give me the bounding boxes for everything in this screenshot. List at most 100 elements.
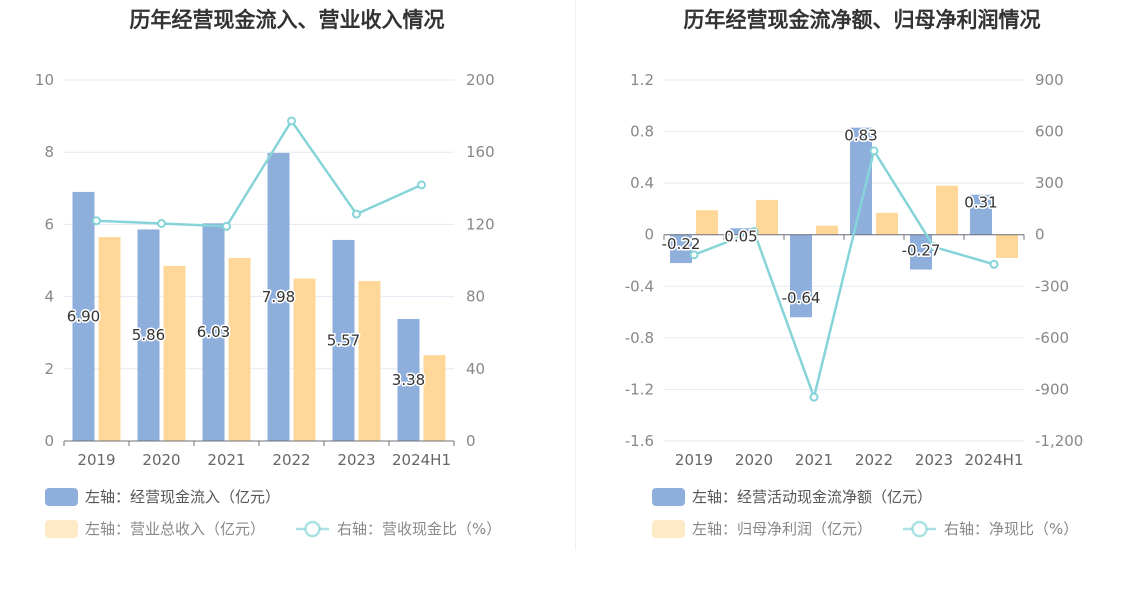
legend-label: 左轴：经营现金流入（亿元） (85, 488, 280, 506)
x-axis-category-label: 2021 (795, 451, 833, 469)
bar-data-label: 3.38 (392, 371, 425, 389)
bar-data-label: -0.22 (662, 235, 701, 253)
bar-secondary (358, 281, 381, 441)
bar-data-label: 0.05 (724, 227, 757, 245)
bar-data-label: -0.27 (902, 242, 941, 260)
right-axis-tick-label: -600 (1035, 329, 1069, 347)
left-axis-tick-label: 1.2 (630, 71, 654, 89)
x-axis-category-label: 2020 (735, 451, 773, 469)
legend-label: 右轴：净现比（%） (944, 520, 1078, 538)
bar-primary (267, 152, 290, 441)
bar-data-label: 7.98 (262, 288, 295, 306)
right-axis-tick-label: 120 (466, 215, 495, 233)
left-chart-svg: 0 2 4 6 8 10 0 40 80 120 160 200 2019 2020 2021 2022 202… (35, 71, 501, 538)
x-axis-category-label: 2019 (77, 451, 115, 469)
x-axis-category-label: 2024H1 (392, 451, 451, 469)
left-axis-tick-label: 0 (644, 226, 654, 244)
ratio-line-point (222, 221, 231, 231)
right-axis-tick-label: 200 (466, 71, 495, 89)
right-axis-tick-label: 80 (466, 288, 485, 306)
right-chart-panel: 历年经营现金流净额、归母净利润情况 -1.6 -1.2 -0.8 -0.4 0 0.4 0.… (576, 0, 1148, 560)
bar-secondary (756, 199, 778, 235)
legend-swatch (45, 520, 78, 538)
legend-label: 左轴：归母净利润（亿元） (692, 520, 872, 538)
x-axis-category-label: 2020 (142, 451, 180, 469)
left-axis-tick-label: 6 (44, 215, 54, 233)
bar-data-label: 0.31 (964, 194, 997, 212)
right-axis-tick-label: -900 (1035, 380, 1069, 398)
left-chart-panel: 历年经营现金流入、营业收入情况 0 2 4 6 8 10 0 40 80 120 160 200 201… (0, 0, 574, 560)
legend-swatch (45, 488, 78, 506)
bar-primary (910, 234, 932, 270)
bar-secondary (696, 210, 718, 235)
x-axis-category-label: 2023 (915, 451, 953, 469)
bar-primary (970, 194, 992, 235)
left-axis-tick-label: 4 (44, 288, 54, 306)
ratio-line-point (92, 216, 101, 226)
ratio-line-point (749, 227, 759, 237)
bar-data-label: -0.64 (782, 289, 821, 307)
bar-secondary (228, 257, 251, 441)
bar-secondary (876, 212, 898, 235)
legend-swatch (652, 488, 685, 506)
ratio-line-point (352, 209, 361, 219)
ratio-line-point (157, 218, 166, 228)
right-axis-tick-label: 300 (1035, 174, 1064, 192)
ratio-line-point (869, 146, 879, 156)
bar-secondary (98, 237, 121, 441)
right-axis-tick-label: 0 (466, 432, 476, 450)
legend-label: 右轴：营收现金比（%） (337, 520, 501, 538)
right-axis-tick-label: 600 (1035, 123, 1064, 141)
bar-primary (397, 318, 420, 441)
ratio-line (693, 147, 995, 402)
left-axis-tick-label: 0.4 (630, 174, 654, 192)
ratio-line-point (929, 242, 939, 252)
right-axis-tick-label: -1,200 (1035, 432, 1083, 450)
bar-data-label: 6.90 (67, 307, 100, 325)
ratio-line-point (809, 392, 819, 402)
x-axis-category-label: 2024H1 (965, 451, 1024, 469)
left-axis-tick-label: 0.8 (630, 123, 654, 141)
left-axis-tick-label: 10 (35, 71, 54, 89)
left-axis-tick-label: 0 (44, 432, 54, 450)
ratio-line-point (417, 180, 426, 190)
ratio-line (96, 118, 423, 228)
legend-label: 左轴：营业总收入（亿元） (85, 520, 265, 538)
bar-data-label: 0.83 (844, 127, 877, 145)
x-axis-category-label: 2022 (272, 451, 310, 469)
ratio-line-point (287, 116, 296, 126)
right-axis-tick-label: 900 (1035, 71, 1064, 89)
bar-primary (72, 191, 95, 441)
legend-swatch (652, 520, 685, 538)
x-axis-category-label: 2019 (675, 451, 713, 469)
x-axis-category-label: 2021 (207, 451, 245, 469)
bar-secondary (936, 185, 958, 235)
bar-primary (137, 229, 160, 441)
right-chart-title: 历年经营现金流净额、归母净利润情况 (683, 8, 1041, 32)
bar-secondary (996, 234, 1018, 258)
bar-secondary (816, 225, 838, 235)
left-axis-tick-label: 2 (44, 360, 54, 378)
bar-data-label: 5.86 (132, 326, 165, 344)
left-axis-tick-label: 8 (44, 143, 54, 161)
right-axis-tick-label: -300 (1035, 277, 1069, 295)
ratio-line-point (689, 250, 699, 260)
left-axis-tick-label: -0.4 (625, 277, 654, 295)
bar-primary (202, 223, 225, 441)
left-axis-tick-label: -0.8 (625, 329, 654, 347)
bar-secondary (163, 265, 186, 441)
left-axis-tick-label: -1.2 (625, 380, 654, 398)
bar-primary (332, 239, 355, 441)
bar-primary (730, 228, 752, 235)
x-axis-category-label: 2023 (337, 451, 375, 469)
x-axis-category-label: 2022 (855, 451, 893, 469)
right-chart-svg: -1.6 -1.2 -0.8 -0.4 0 0.4 0.8 1.2 -1,200 -900 -600… (625, 71, 1083, 538)
right-axis-tick-label: 40 (466, 360, 485, 378)
bar-primary (790, 234, 812, 318)
bar-primary (670, 234, 692, 264)
right-axis-tick-label: 0 (1035, 226, 1045, 244)
bar-data-label: 5.57 (327, 331, 360, 349)
bar-secondary (423, 355, 446, 441)
bar-secondary (293, 278, 316, 441)
legend-line-marker (911, 520, 928, 538)
